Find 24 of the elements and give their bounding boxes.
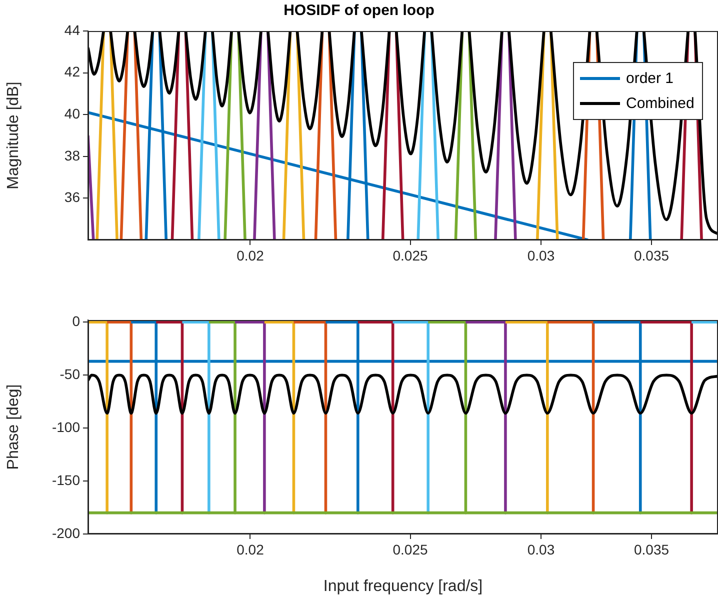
x-tick-label: 0.035 (634, 247, 670, 264)
y-tick-label: 40 (64, 105, 80, 122)
y-tick-label: -50 (60, 366, 80, 382)
y-tick-label: -150 (52, 472, 80, 488)
x-tick-label: 0.025 (392, 247, 428, 264)
x-tick-label: 0.035 (634, 541, 670, 558)
y-axis-title: Phase [deg] (5, 384, 22, 470)
x-tick-label: 0.02 (236, 541, 264, 558)
legend-label: Combined (626, 95, 694, 112)
y-tick-label: -200 (52, 524, 80, 541)
legend-label: order 1 (626, 70, 674, 87)
y-tick-label: 0 (72, 312, 80, 329)
y-tick-label: 42 (64, 64, 80, 80)
y-tick-label: 38 (64, 147, 80, 164)
x-tick-label: 0.03 (527, 247, 555, 264)
x-axis-title: Input frequency [rad/s] (323, 578, 483, 595)
x-tick-label: 0.03 (527, 541, 555, 558)
y-tick-label: 44 (64, 22, 80, 38)
chart-title: HOSIDF of open loop (284, 2, 434, 20)
y-tick-label: -100 (52, 418, 80, 435)
y-axis-title: Magnitude [dB] (5, 82, 22, 190)
x-tick-label: 0.02 (236, 247, 264, 264)
y-tick-label: 36 (64, 189, 80, 206)
x-tick-label: 0.025 (392, 541, 428, 558)
